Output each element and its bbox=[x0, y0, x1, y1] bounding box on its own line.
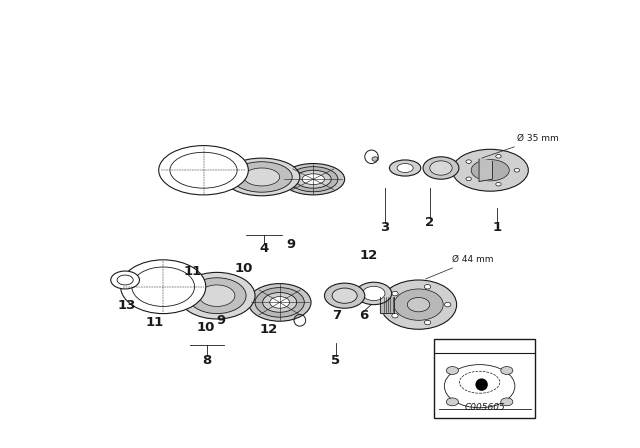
Text: 2: 2 bbox=[425, 216, 435, 229]
Ellipse shape bbox=[471, 159, 509, 181]
Ellipse shape bbox=[380, 280, 457, 329]
Ellipse shape bbox=[199, 285, 235, 306]
Text: 10: 10 bbox=[196, 320, 215, 334]
Ellipse shape bbox=[248, 284, 311, 321]
Ellipse shape bbox=[446, 398, 458, 406]
Ellipse shape bbox=[500, 366, 513, 375]
Text: 6: 6 bbox=[359, 309, 369, 323]
Ellipse shape bbox=[302, 174, 324, 185]
Ellipse shape bbox=[424, 320, 431, 325]
Text: 9: 9 bbox=[286, 237, 296, 251]
Ellipse shape bbox=[231, 162, 292, 192]
Text: 4: 4 bbox=[259, 242, 269, 255]
Text: Ø 35 mm: Ø 35 mm bbox=[482, 134, 559, 158]
Ellipse shape bbox=[392, 314, 398, 318]
Ellipse shape bbox=[159, 146, 248, 195]
Ellipse shape bbox=[389, 160, 421, 176]
Text: 1: 1 bbox=[492, 220, 502, 234]
Ellipse shape bbox=[179, 272, 255, 319]
Ellipse shape bbox=[324, 283, 365, 308]
Ellipse shape bbox=[255, 288, 305, 317]
Ellipse shape bbox=[332, 288, 357, 303]
Text: 9: 9 bbox=[216, 314, 225, 327]
Polygon shape bbox=[479, 159, 493, 181]
Ellipse shape bbox=[460, 371, 500, 393]
Ellipse shape bbox=[117, 275, 133, 285]
Ellipse shape bbox=[496, 182, 501, 186]
Ellipse shape bbox=[466, 177, 472, 181]
Ellipse shape bbox=[466, 160, 472, 164]
Text: 8: 8 bbox=[202, 354, 212, 367]
Ellipse shape bbox=[111, 271, 140, 289]
Ellipse shape bbox=[262, 293, 297, 312]
Text: 10: 10 bbox=[235, 262, 253, 276]
Ellipse shape bbox=[132, 267, 195, 306]
Ellipse shape bbox=[452, 149, 529, 191]
Circle shape bbox=[476, 379, 487, 390]
Ellipse shape bbox=[445, 302, 451, 307]
Ellipse shape bbox=[496, 155, 501, 158]
Ellipse shape bbox=[397, 164, 413, 172]
Ellipse shape bbox=[244, 168, 280, 186]
Text: 5: 5 bbox=[331, 354, 340, 367]
Text: 12: 12 bbox=[359, 249, 378, 262]
Ellipse shape bbox=[270, 297, 289, 308]
Ellipse shape bbox=[372, 157, 378, 161]
Ellipse shape bbox=[223, 158, 300, 196]
Text: Ø 44 mm: Ø 44 mm bbox=[426, 255, 493, 279]
Ellipse shape bbox=[423, 157, 459, 179]
Polygon shape bbox=[380, 297, 394, 313]
Ellipse shape bbox=[446, 366, 458, 375]
Text: 11: 11 bbox=[145, 316, 163, 329]
Ellipse shape bbox=[188, 278, 246, 314]
Ellipse shape bbox=[289, 167, 338, 192]
Ellipse shape bbox=[444, 365, 515, 408]
Text: 12: 12 bbox=[259, 323, 278, 336]
Ellipse shape bbox=[514, 168, 520, 172]
Text: 7: 7 bbox=[332, 309, 341, 323]
Ellipse shape bbox=[296, 170, 332, 188]
Ellipse shape bbox=[356, 282, 392, 305]
Text: 3: 3 bbox=[380, 220, 390, 234]
Text: C005605: C005605 bbox=[464, 403, 505, 412]
Ellipse shape bbox=[392, 291, 398, 296]
Ellipse shape bbox=[430, 161, 452, 175]
Text: 11: 11 bbox=[183, 264, 202, 278]
Ellipse shape bbox=[362, 286, 385, 301]
Text: 13: 13 bbox=[117, 299, 136, 312]
Ellipse shape bbox=[394, 289, 443, 320]
Ellipse shape bbox=[282, 164, 345, 195]
FancyBboxPatch shape bbox=[435, 339, 535, 418]
Ellipse shape bbox=[120, 260, 206, 314]
Ellipse shape bbox=[500, 398, 513, 406]
Ellipse shape bbox=[424, 284, 431, 289]
Ellipse shape bbox=[408, 297, 430, 312]
Ellipse shape bbox=[170, 152, 237, 188]
